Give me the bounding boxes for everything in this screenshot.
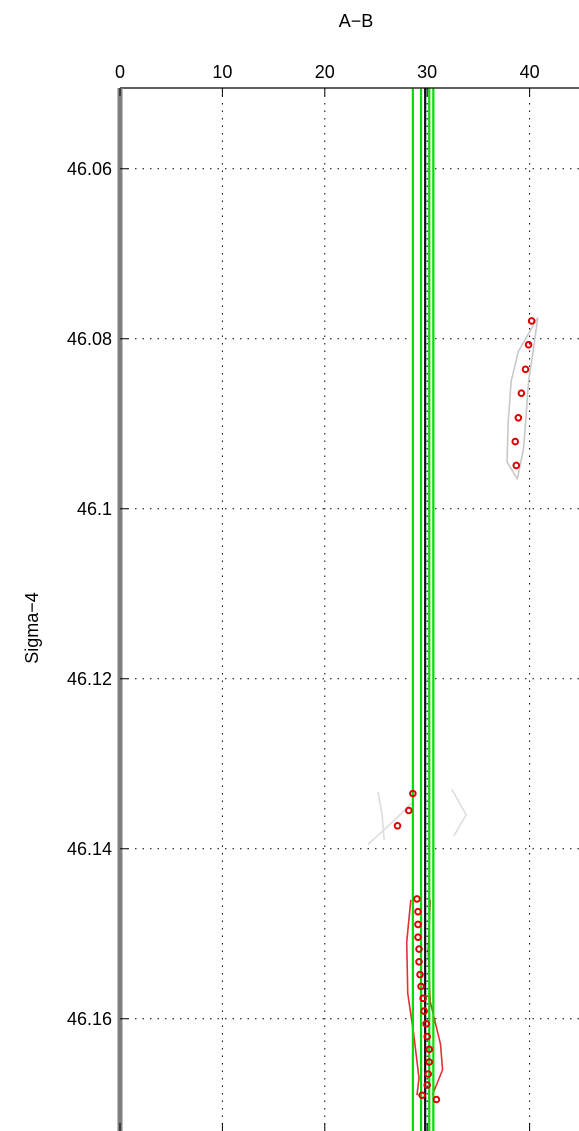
- data-point: [524, 340, 533, 349]
- data-point: [415, 945, 423, 953]
- x-tick-label: 10: [212, 62, 232, 82]
- data-point: [413, 895, 421, 903]
- data-point: [527, 317, 536, 325]
- envelope-curve: [377, 791, 385, 841]
- y-tick-label: 46.1: [77, 499, 112, 519]
- grid-lines: [120, 88, 579, 1131]
- envelope-curves: [367, 317, 539, 1096]
- data-point: [415, 958, 423, 966]
- y-axis-ticks: 46.06 46.08 46.1 46.12 46.14 46.16: [67, 159, 128, 1029]
- envelope-curve: [427, 899, 444, 1096]
- x-axis-ticks: 0 10 20 30 40: [115, 62, 540, 1131]
- x-tick-label: 0: [115, 62, 125, 82]
- data-point: [425, 1058, 434, 1066]
- data-points: [393, 317, 536, 1104]
- data-point: [419, 994, 427, 1003]
- data-point: [418, 1091, 426, 1100]
- y-axis-title: Sigma−4: [22, 592, 42, 664]
- y-tick-label: 46.06: [67, 159, 112, 179]
- data-point: [420, 1007, 428, 1015]
- x-axis-title: A−B: [339, 11, 374, 31]
- data-point: [511, 437, 520, 446]
- x-tick-label: 20: [315, 62, 335, 82]
- envelope-curve: [451, 788, 467, 837]
- data-point: [512, 461, 521, 470]
- data-point: [424, 1070, 433, 1078]
- data-point: [414, 933, 422, 941]
- data-point: [409, 789, 417, 798]
- data-point: [425, 1045, 434, 1054]
- data-point: [423, 1081, 432, 1089]
- data-point: [393, 822, 402, 830]
- envelope-curve: [405, 899, 420, 1096]
- data-point: [414, 920, 422, 929]
- reference-lines: [411, 88, 435, 1131]
- data-point: [517, 389, 526, 397]
- data-point: [432, 1095, 441, 1104]
- data-point: [414, 907, 422, 916]
- data-point: [423, 1032, 432, 1041]
- x-tick-label: 30: [417, 62, 437, 82]
- y-tick-label: 46.16: [67, 1009, 112, 1029]
- y-tick-label: 46.08: [67, 329, 112, 349]
- data-point: [404, 806, 413, 815]
- envelope-curve: [506, 317, 539, 480]
- data-point: [521, 365, 530, 374]
- y-tick-label: 46.14: [67, 839, 112, 859]
- y-tick-label: 46.12: [67, 669, 112, 689]
- data-point: [514, 414, 523, 422]
- axes: [117, 87, 579, 1131]
- data-point: [416, 970, 424, 979]
- x-tick-label: 40: [520, 62, 540, 82]
- data-point: [422, 1020, 430, 1028]
- data-point: [417, 982, 425, 991]
